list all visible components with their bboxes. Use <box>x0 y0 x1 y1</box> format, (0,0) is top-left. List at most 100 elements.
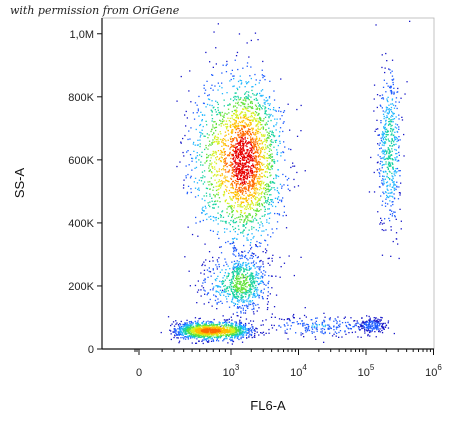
data-point <box>219 293 221 295</box>
data-point <box>293 178 295 181</box>
data-point <box>257 156 260 158</box>
data-point <box>196 323 198 325</box>
data-point <box>278 135 281 137</box>
data-point <box>256 99 259 101</box>
data-point <box>233 109 236 112</box>
data-point <box>257 283 259 285</box>
data-point <box>234 336 236 338</box>
data-point <box>253 179 255 181</box>
data-point <box>199 136 201 138</box>
data-point <box>289 189 291 192</box>
data-point <box>212 175 215 177</box>
data-point <box>245 274 247 276</box>
data-point <box>186 191 189 193</box>
data-point <box>189 285 191 287</box>
data-point <box>175 320 177 322</box>
data-point <box>223 281 225 283</box>
data-point <box>251 207 254 209</box>
data-point <box>300 104 302 107</box>
data-point <box>218 301 220 303</box>
data-point <box>197 235 199 237</box>
data-point <box>228 154 230 156</box>
data-point <box>381 332 384 334</box>
data-point <box>257 114 260 116</box>
data-point <box>242 301 244 304</box>
data-point <box>258 128 260 131</box>
data-point <box>202 175 204 177</box>
data-point <box>252 262 254 264</box>
data-point <box>248 219 250 222</box>
data-point <box>238 333 241 336</box>
data-point <box>184 323 187 325</box>
data-point <box>225 222 227 224</box>
data-point <box>188 321 191 323</box>
data-point <box>223 152 225 154</box>
data-point <box>262 127 265 129</box>
data-point <box>239 205 241 207</box>
data-point <box>249 220 251 223</box>
data-point <box>202 209 204 212</box>
data-point <box>299 323 302 325</box>
data-point <box>265 187 267 189</box>
data-point <box>233 295 235 297</box>
data-point <box>381 219 383 222</box>
data-point <box>364 321 366 323</box>
data-point <box>253 177 255 180</box>
data-point <box>245 334 247 336</box>
data-point <box>233 332 235 335</box>
data-point <box>255 288 257 290</box>
data-point <box>232 242 235 244</box>
data-point <box>225 296 227 298</box>
data-point <box>180 330 182 332</box>
data-point <box>237 288 239 291</box>
data-point <box>376 119 378 121</box>
data-point <box>206 156 208 159</box>
data-point <box>389 192 391 194</box>
data-point <box>396 138 398 140</box>
data-point <box>280 110 282 113</box>
data-point <box>229 336 232 339</box>
data-point <box>391 138 393 140</box>
data-point <box>231 110 233 113</box>
data-point <box>216 326 218 328</box>
data-point <box>246 328 248 330</box>
data-point <box>182 333 184 335</box>
data-point <box>240 331 242 334</box>
data-point <box>212 189 214 191</box>
data-point <box>368 331 371 334</box>
data-point <box>384 111 386 113</box>
data-point <box>220 281 223 283</box>
data-point <box>198 318 200 320</box>
data-point <box>228 202 230 205</box>
data-point <box>235 331 237 334</box>
data-point <box>238 332 240 334</box>
data-point <box>235 183 237 186</box>
data-point <box>223 151 225 153</box>
data-point <box>198 334 200 336</box>
data-point <box>208 145 210 147</box>
data-point <box>219 180 221 183</box>
data-point <box>243 120 245 122</box>
data-point <box>269 130 271 132</box>
data-point <box>259 105 261 107</box>
data-point <box>211 118 214 120</box>
data-point <box>385 171 387 173</box>
data-point <box>258 189 261 191</box>
data-point <box>187 329 189 331</box>
data-point <box>215 122 217 125</box>
data-point <box>201 129 203 131</box>
data-point <box>393 143 395 146</box>
data-point <box>218 111 220 114</box>
data-point <box>274 316 276 318</box>
data-point <box>242 133 245 135</box>
data-point <box>262 266 265 268</box>
data-point <box>219 85 221 87</box>
data-point <box>268 280 270 283</box>
data-point <box>396 130 398 133</box>
data-point <box>257 176 259 178</box>
data-point <box>287 338 289 340</box>
data-point <box>386 166 388 168</box>
data-point <box>232 106 235 108</box>
data-point <box>221 145 223 147</box>
data-point <box>193 333 195 336</box>
